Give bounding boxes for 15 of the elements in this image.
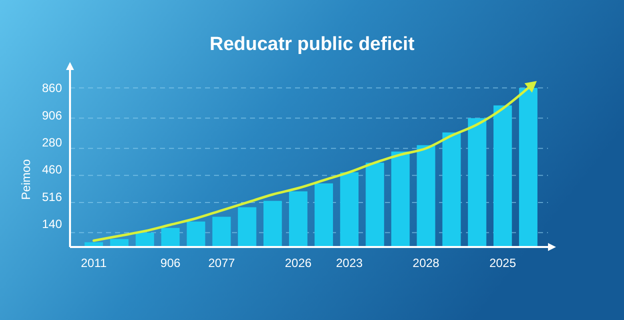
x-tick-label: 2028 xyxy=(412,256,440,270)
y-axis-title: Peimoo xyxy=(19,158,33,200)
x-tick-label: 906 xyxy=(160,256,181,270)
x-tick-label: 2023 xyxy=(336,256,364,270)
x-tick-label: 2026 xyxy=(284,256,312,270)
text: 140 xyxy=(42,217,62,232)
text: 516 xyxy=(42,190,62,204)
text: 906 xyxy=(42,108,62,122)
text: 280 xyxy=(42,136,62,150)
text: 460 xyxy=(42,162,62,177)
text: 860 xyxy=(42,81,62,96)
chart-title: Reducatr public deficit xyxy=(210,34,416,55)
x-tick-label: 2011 xyxy=(80,256,107,270)
x-tick-label: 2077 xyxy=(208,256,236,270)
x-tick-label: 2025 xyxy=(489,256,516,270)
